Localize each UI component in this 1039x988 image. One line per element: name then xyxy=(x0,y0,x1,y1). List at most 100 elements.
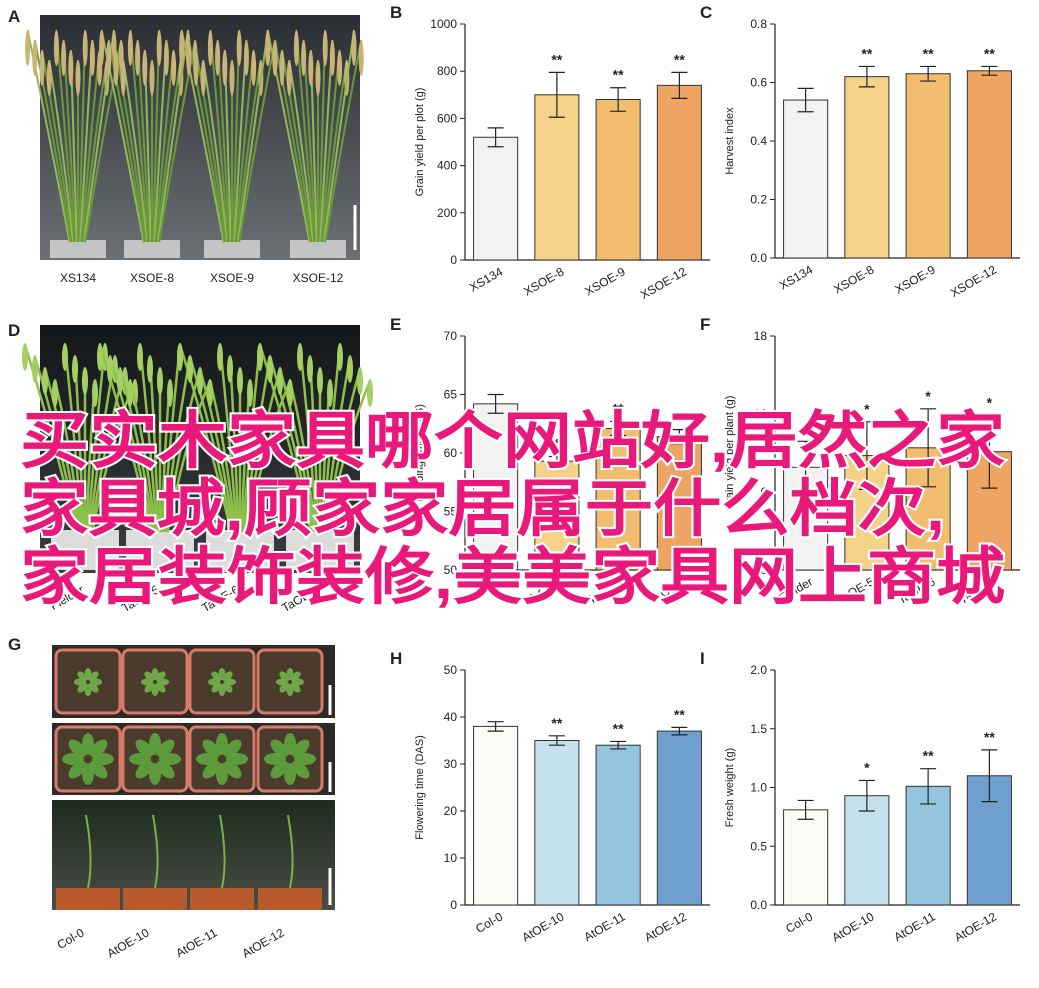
spike xyxy=(167,379,173,407)
y-tick-label: 0.5 xyxy=(750,839,767,853)
y-tick-label: 200 xyxy=(437,206,457,220)
panicle xyxy=(171,50,177,86)
x-tick-label: Col-0 xyxy=(473,909,505,936)
leaf xyxy=(89,760,108,779)
x-tick-label: AtOE-12 xyxy=(952,909,999,944)
chart: B Grain yield per plot (g) 0 200 400 600 800 10… xyxy=(390,3,710,302)
significance: ** xyxy=(674,706,685,722)
stem xyxy=(288,59,315,243)
leaf xyxy=(89,739,108,758)
spike xyxy=(317,367,323,395)
y-axis-label: Grain yield per plot (g) xyxy=(414,88,426,197)
spike xyxy=(107,355,113,383)
x-tick-label: AtOE-11 xyxy=(892,909,938,944)
spike xyxy=(22,343,28,371)
y-tick-label: 12 xyxy=(754,407,768,421)
stem xyxy=(48,59,75,243)
pot xyxy=(126,530,194,570)
pot xyxy=(204,240,260,258)
pot xyxy=(124,240,180,258)
panicle xyxy=(68,50,74,86)
leaf xyxy=(223,760,242,779)
panicle xyxy=(53,30,59,66)
x-tick-label: XSOE-8 xyxy=(831,262,876,296)
y-tick-label: 0.2 xyxy=(750,193,767,207)
pot xyxy=(258,888,322,910)
panicle xyxy=(207,30,213,66)
leaf xyxy=(291,739,310,758)
panicle xyxy=(279,50,285,86)
stem xyxy=(202,59,229,243)
panicle xyxy=(127,30,133,66)
bar xyxy=(473,403,519,571)
y-tick-label: 0.6 xyxy=(750,76,767,90)
y-tick-label: 70 xyxy=(444,329,458,343)
y-tick-label: 2.0 xyxy=(750,663,767,677)
spike xyxy=(177,343,183,371)
bar xyxy=(595,427,641,571)
significance: * xyxy=(925,388,931,404)
bar xyxy=(473,725,519,906)
panel-letter: A xyxy=(8,7,20,26)
y-tick-label: 18 xyxy=(754,329,768,343)
stem xyxy=(295,29,316,243)
significance: ** xyxy=(674,51,685,67)
spike xyxy=(257,343,263,371)
photo-label: XSOE-8 xyxy=(130,271,174,285)
y-tick-label: 0.0 xyxy=(750,251,767,265)
stem xyxy=(281,49,313,243)
significance: ** xyxy=(923,748,934,764)
panel-letter: B xyxy=(390,3,402,22)
spike xyxy=(197,367,203,395)
stem xyxy=(208,380,237,533)
x-tick-label: Col-0 xyxy=(783,909,815,936)
spike xyxy=(217,343,223,371)
tray xyxy=(54,648,122,715)
significance: * xyxy=(864,759,870,775)
spike xyxy=(92,379,98,407)
x-tick-label: XSOE-9 xyxy=(583,264,628,298)
leaf xyxy=(135,739,154,758)
x-tick-label: XSOE-9 xyxy=(893,262,938,296)
panicle xyxy=(89,40,95,76)
leaf xyxy=(290,671,301,682)
y-axis-label: Harvest index xyxy=(724,107,736,175)
spike xyxy=(187,355,193,383)
y-tick-label: 60 xyxy=(444,446,458,460)
pot xyxy=(290,240,346,258)
panel-letter: C xyxy=(700,3,712,22)
panicle xyxy=(265,30,271,66)
stem xyxy=(118,368,156,533)
spike xyxy=(137,343,143,371)
stem xyxy=(188,356,234,533)
leaf xyxy=(68,760,87,779)
x-tick-label: XS134 xyxy=(467,264,505,294)
y-tick-label: 40 xyxy=(444,710,458,724)
panicle xyxy=(215,40,221,76)
panel-letter: H xyxy=(390,649,402,668)
spike xyxy=(117,367,123,395)
y-tick-label: 55 xyxy=(444,505,458,519)
stem xyxy=(326,380,372,533)
photo-label: XS134 xyxy=(60,271,96,285)
panicle xyxy=(82,30,88,66)
stem xyxy=(129,29,150,243)
spike xyxy=(287,379,293,407)
y-tick-label: 30 xyxy=(444,757,458,771)
significance: ** xyxy=(613,400,624,416)
bar xyxy=(966,70,1012,259)
x-tick-label: XS134 xyxy=(777,262,815,292)
spike xyxy=(237,367,243,395)
panicle xyxy=(351,30,357,66)
x-tick-label: XSOE-12 xyxy=(638,264,689,302)
stem xyxy=(33,39,72,243)
stem xyxy=(63,344,84,533)
panicle xyxy=(46,60,52,96)
stem xyxy=(122,59,149,243)
y-tick-label: 0 xyxy=(760,563,767,577)
chart: C Harvest index 0.0 0.2 0.4 0.6 0.8 XS134 ** XSOE… xyxy=(700,3,1020,300)
stem xyxy=(55,29,76,243)
significance: ** xyxy=(613,67,624,83)
